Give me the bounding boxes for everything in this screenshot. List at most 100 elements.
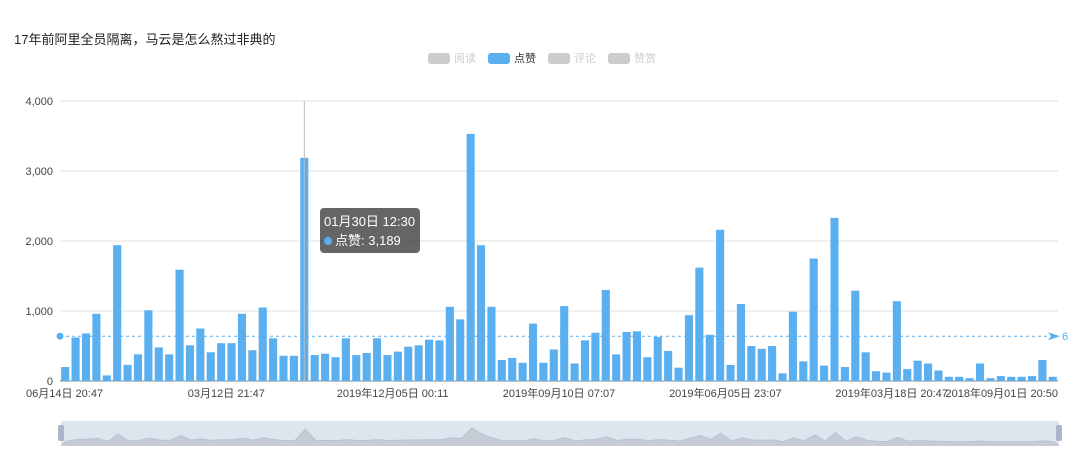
legend-label-tip: 赞赏 (634, 53, 656, 65)
bar (539, 362, 548, 381)
zoom-preview-area (61, 427, 1059, 446)
bar (996, 376, 1005, 381)
bar (71, 337, 80, 381)
bar (175, 269, 184, 381)
zoom-handle-right[interactable] (1056, 425, 1062, 441)
bar (414, 345, 423, 381)
x-tick-label: 2019年09月10日 07:07 (503, 386, 616, 400)
bar (840, 367, 849, 381)
bar (352, 355, 361, 381)
bar (591, 332, 600, 381)
x-tick-label: 2019年06月05日 23:07 (669, 386, 782, 400)
bar (404, 346, 413, 381)
bar (674, 367, 683, 381)
bar (206, 352, 215, 381)
bar (528, 323, 538, 381)
legend-label-like: 点赞 (514, 53, 536, 65)
bar (820, 365, 829, 381)
bar (383, 355, 392, 381)
bar (726, 364, 735, 381)
bar (393, 351, 402, 381)
bar (269, 338, 278, 381)
data-zoom-slider[interactable] (58, 421, 1062, 446)
tooltip-date: 01月30日 12:30 (324, 214, 416, 229)
bar (518, 362, 527, 381)
bar (851, 290, 860, 381)
bar (321, 353, 330, 381)
bar (549, 349, 558, 381)
bar (373, 338, 382, 381)
bar (684, 315, 694, 381)
average-line-start-dot (56, 332, 64, 340)
bar (445, 306, 454, 381)
bar (913, 360, 922, 381)
bar (809, 258, 818, 381)
bar (861, 352, 870, 381)
bar (227, 343, 236, 381)
bar (580, 340, 590, 381)
bar (768, 346, 777, 381)
bar (664, 350, 673, 381)
bar (237, 313, 246, 381)
legend-label-comment: 评论 (574, 53, 596, 65)
bar (165, 354, 174, 381)
legend-label-read: 阅读 (454, 53, 476, 65)
bar (872, 371, 881, 381)
x-tick-label: 2019年03月18日 20:47 (835, 386, 948, 400)
bar (258, 307, 267, 381)
tooltip-series-name: 点赞 (335, 233, 362, 248)
bar (903, 369, 912, 381)
bar (1027, 376, 1037, 381)
bar (778, 373, 787, 381)
x-tick-label: 2018年09月01日 20:50 (945, 386, 1058, 400)
bar (476, 245, 486, 381)
bar (975, 363, 985, 381)
legend-swatch-like (488, 52, 510, 64)
bar (487, 306, 496, 381)
legend-item-tip[interactable]: 赞赏 (608, 50, 656, 66)
y-tick-label: 1,000 (25, 306, 53, 318)
bar (362, 353, 371, 381)
bar (799, 361, 808, 381)
bar (705, 334, 714, 381)
legend-item-like[interactable]: 点赞 (488, 50, 536, 66)
bar (248, 350, 257, 381)
legend-swatch-read (428, 52, 450, 64)
bar (341, 338, 350, 381)
x-tick-label: 03月12日 21:47 (188, 388, 265, 400)
bar (424, 339, 434, 381)
bar (612, 354, 621, 381)
bar (196, 328, 205, 381)
bar (61, 367, 70, 381)
bar (632, 331, 642, 381)
y-tick-label: 3,000 (25, 166, 53, 178)
zoom-handle-left[interactable] (58, 425, 64, 441)
bar (144, 310, 153, 381)
bar (133, 354, 143, 381)
bar (123, 364, 132, 381)
bar (736, 304, 745, 381)
bar (622, 332, 631, 381)
x-tick-label: 2019年12月05日 00:11 (337, 386, 449, 400)
bar (92, 313, 101, 381)
bar (965, 378, 974, 381)
bar (331, 357, 340, 381)
bar (497, 360, 506, 381)
legend-item-read[interactable]: 阅读 (428, 50, 476, 66)
bar (113, 245, 122, 381)
bar (986, 378, 995, 381)
chart-title: 17年前阿里全员隔离，马云是怎么熬过非典的 (14, 32, 276, 47)
bar (217, 343, 226, 381)
bar (279, 355, 288, 381)
bar (102, 375, 111, 381)
bar (185, 345, 195, 381)
bar (435, 340, 444, 381)
average-line-label: 6 (1062, 331, 1068, 343)
bar (882, 372, 891, 381)
chart-legend: 阅读 点赞 评论 赞赏 (428, 50, 656, 66)
legend-item-comment[interactable]: 评论 (548, 50, 596, 66)
bar (466, 133, 475, 381)
bar (508, 357, 517, 381)
bar (560, 306, 569, 381)
